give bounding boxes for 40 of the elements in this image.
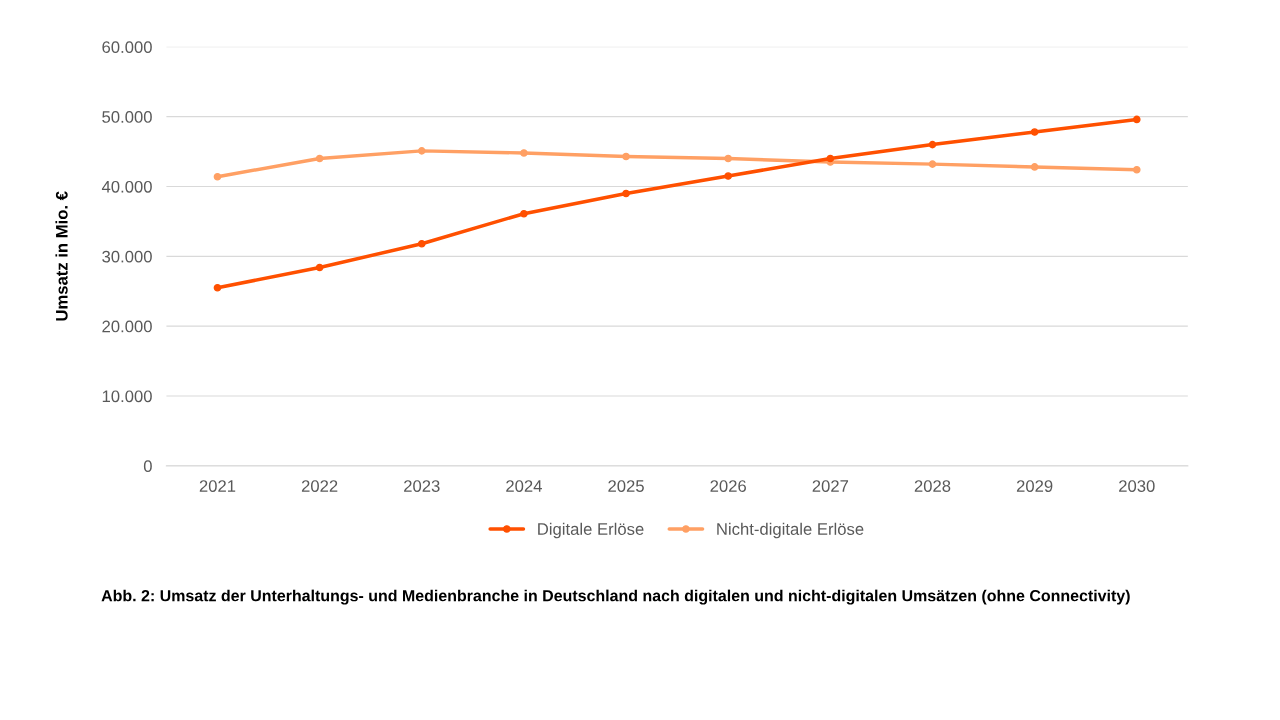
point <box>622 152 630 161</box>
point <box>1132 165 1141 174</box>
x-tick-label: 2027 <box>812 480 849 492</box>
point <box>213 172 222 181</box>
x-tick-label: 2029 <box>1016 480 1053 492</box>
y-tick-label: 40.000 <box>101 180 152 193</box>
y-tick-label: 0 <box>143 460 152 473</box>
x-tick-label: 2021 <box>199 480 236 492</box>
point <box>520 209 528 218</box>
point <box>213 283 222 292</box>
point <box>826 154 835 163</box>
x-tick-label: 2025 <box>608 480 644 492</box>
legend-label: Nicht-digitale Erlöse <box>717 522 864 539</box>
x-tick-label: 2030 <box>1119 480 1155 492</box>
point <box>928 160 937 168</box>
y-tick-label: 60.000 <box>102 41 152 53</box>
legend-label: Digitale Erlöse <box>538 522 644 539</box>
point <box>622 189 630 198</box>
x-tick-label: 2022 <box>301 480 338 492</box>
y-tick-label: 50.000 <box>102 111 152 123</box>
point <box>417 147 426 155</box>
y-tick-label: 20.000 <box>102 320 152 333</box>
caption: Abb. 2: Umsatz der Unterhaltungs- und Medienbranche in Deutschland nach digitalen und nicht-digitalen Umsätzen (ohne Connectivity) <box>101 589 1130 605</box>
y-axis-title: Umsatz in Mio. € <box>55 191 68 321</box>
x-tick-label: 2023 <box>404 480 440 492</box>
point <box>315 154 324 163</box>
x-tick-label: 2026 <box>710 480 746 492</box>
x-tick-label: 2028 <box>914 480 951 492</box>
point <box>724 154 733 163</box>
y-tick-label: 30.000 <box>102 250 152 263</box>
point <box>1030 128 1039 136</box>
point <box>928 140 937 149</box>
point <box>724 172 733 180</box>
point <box>315 263 324 272</box>
point <box>417 239 426 248</box>
x-tick-label: 2024 <box>506 480 542 492</box>
y-tick-label: 10.000 <box>102 390 152 403</box>
point <box>520 149 528 157</box>
point <box>1030 163 1039 171</box>
point <box>1132 115 1141 124</box>
